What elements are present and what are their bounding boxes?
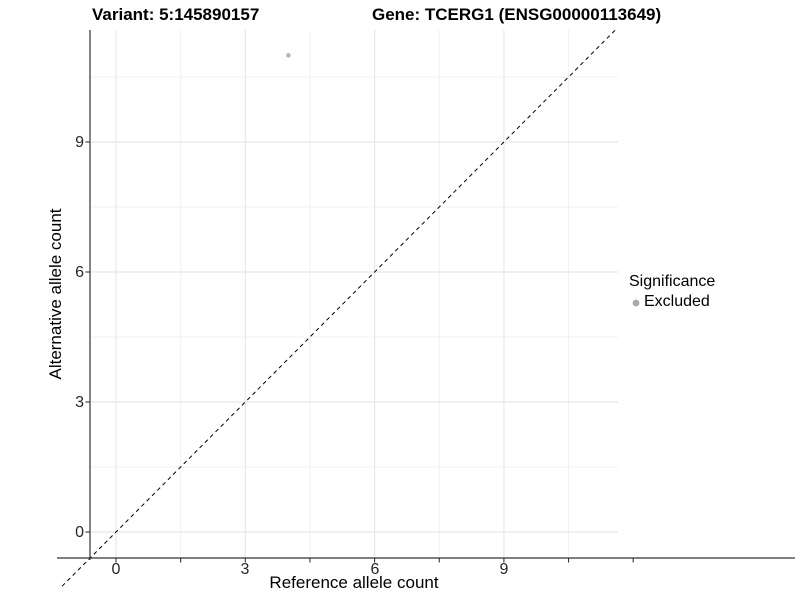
y-tick-label-9: 9 xyxy=(75,134,84,151)
x-tick-label-0: 0 xyxy=(111,561,121,578)
grid-major-lines xyxy=(90,30,618,558)
legend-point-icon xyxy=(629,295,643,309)
x-tick-label-6: 6 xyxy=(370,561,380,578)
legend-item-label: Excluded xyxy=(644,293,710,310)
grid-minor-lines xyxy=(90,30,618,558)
legend-item-excluded: Excluded xyxy=(629,293,715,311)
axis-lines-and-ticks xyxy=(57,30,795,563)
plot-title-variant: Variant: 5:145890157 xyxy=(92,5,260,24)
x-axis-title: Reference allele count xyxy=(269,573,439,592)
x-tick-label-9: 9 xyxy=(499,561,509,578)
legend: Significance Excluded xyxy=(629,273,715,311)
legend-point-swatch xyxy=(632,299,640,307)
legend-title: Significance xyxy=(629,273,716,290)
y-axis-title: Alternative allele count xyxy=(46,208,65,380)
y-tick-label-0: 0 xyxy=(75,524,84,541)
identity-reference-line xyxy=(61,28,617,587)
plot-title-gene: Gene: TCERG1 (ENSG00000113649) xyxy=(372,5,662,24)
data-points xyxy=(286,53,291,58)
x-tick-label-3: 3 xyxy=(240,561,250,578)
y-tick-label-3: 3 xyxy=(75,394,84,411)
y-tick-label-6: 6 xyxy=(75,264,84,281)
